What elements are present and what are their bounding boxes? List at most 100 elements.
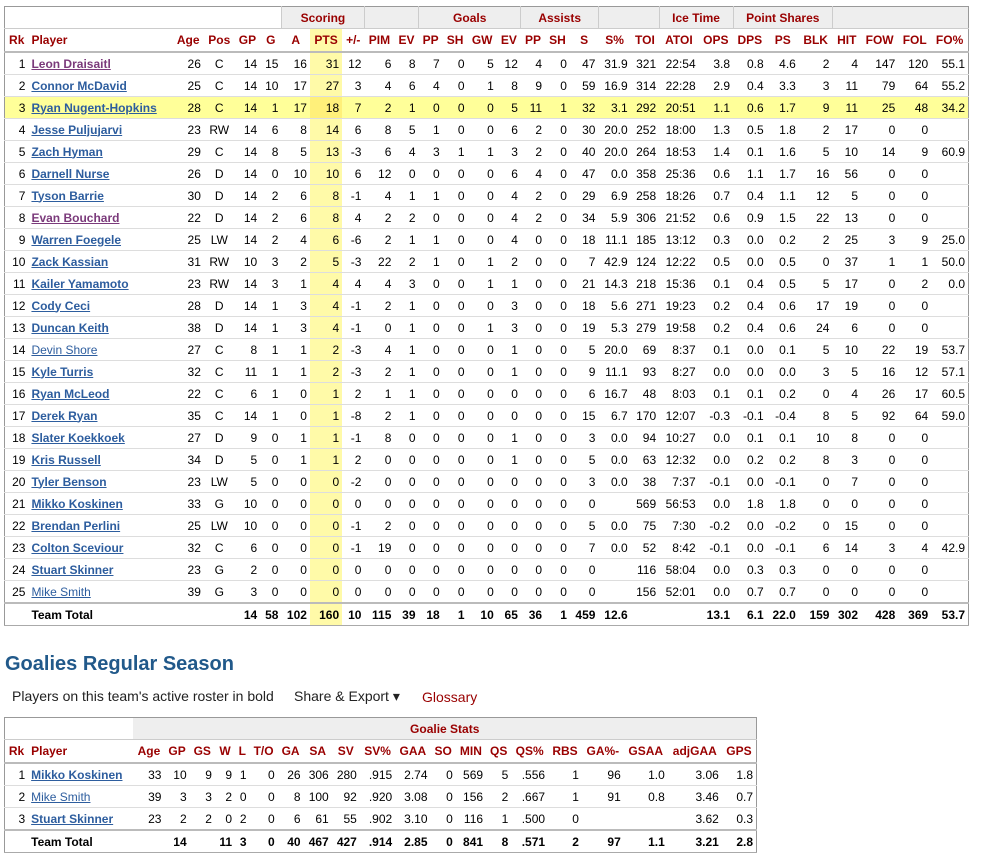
player-link[interactable]: Warren Foegele (31, 232, 122, 247)
column-header[interactable]: G (260, 28, 282, 53)
player-link[interactable]: Stuart Skinner (31, 811, 114, 826)
column-header[interactable]: adjGAA (667, 739, 722, 764)
player-link[interactable]: Derek Ryan (31, 408, 98, 423)
player-link[interactable]: Darnell Nurse (31, 166, 110, 181)
stat-cell: 12 (342, 52, 365, 75)
stat-cell: 0 (442, 580, 468, 604)
column-header[interactable]: FO% (931, 28, 969, 53)
column-header[interactable]: FOW (861, 28, 899, 53)
column-header[interactable]: Player (28, 28, 173, 53)
player-link[interactable]: Tyson Barrie (31, 188, 104, 203)
player-link[interactable]: Kyle Turris (31, 364, 94, 379)
stat-cell: .902 (359, 807, 396, 831)
column-header[interactable]: PS (766, 28, 799, 53)
column-header[interactable]: GPS (721, 739, 757, 764)
player-link[interactable]: Stuart Skinner (31, 562, 114, 577)
column-header[interactable]: GS (189, 739, 215, 764)
column-header[interactable]: GW (467, 28, 497, 53)
column-header[interactable]: SA (303, 739, 332, 764)
total-cell: 22.0 (766, 602, 799, 626)
player-link[interactable]: Zach Hyman (31, 144, 103, 159)
player-link[interactable]: Ryan Nugent-Hopkins (31, 100, 157, 115)
column-header[interactable]: GP (234, 28, 261, 53)
stat-cell: 0.4 (733, 294, 767, 317)
column-header[interactable]: PIM (364, 28, 395, 53)
column-header[interactable]: PP (520, 28, 546, 53)
stat-cell: 0 (569, 580, 599, 604)
player-link[interactable]: Connor McDavid (31, 78, 127, 93)
column-header[interactable]: S (569, 28, 599, 53)
column-header[interactable]: T/O (249, 739, 278, 764)
column-header[interactable]: +/- (342, 28, 365, 53)
stat-cell: 0 (861, 492, 899, 515)
column-header[interactable]: S% (598, 28, 631, 53)
stat-cell: 0 (545, 448, 570, 471)
player-link[interactable]: Jesse Puljujarvi (31, 122, 123, 137)
column-header[interactable]: A (281, 28, 310, 53)
column-header[interactable]: TOI (630, 28, 660, 53)
player-link[interactable]: Kris Russell (31, 452, 101, 467)
player-link[interactable]: Mike Smith (31, 584, 91, 599)
player-link[interactable]: Duncan Keith (31, 320, 109, 335)
column-header[interactable]: BLK (798, 28, 833, 53)
column-header[interactable]: GP (164, 739, 190, 764)
player-link[interactable]: Brendan Perlini (31, 518, 121, 533)
column-header[interactable]: EV (496, 28, 521, 53)
share-export-menu[interactable]: Share & Export ▾ (294, 688, 400, 704)
column-header[interactable]: SV (331, 739, 360, 764)
column-header[interactable]: EV (394, 28, 419, 53)
column-header[interactable]: L (235, 739, 250, 764)
column-header[interactable]: Pos (203, 28, 235, 53)
stat-cell: 5 (569, 338, 599, 361)
column-header[interactable]: Player (28, 739, 134, 764)
stat-cell: 0 (898, 294, 932, 317)
stat-cell (598, 558, 631, 581)
column-header[interactable]: QS (486, 739, 512, 764)
player-link[interactable]: Mikko Koskinen (31, 767, 123, 782)
player-link[interactable]: Kailer Yamamoto (31, 276, 129, 291)
column-header[interactable]: Age (133, 739, 165, 764)
column-header[interactable]: PP (418, 28, 443, 53)
column-header[interactable]: SH (442, 28, 468, 53)
player-link[interactable]: Ryan McLeod (31, 386, 110, 401)
column-header[interactable]: PTS (309, 28, 343, 53)
column-header[interactable]: Age (172, 28, 204, 53)
column-header[interactable]: RBS (548, 739, 582, 764)
stat-cell: 6 (281, 184, 310, 207)
player-link[interactable]: Slater Koekkoek (31, 430, 125, 445)
player-link[interactable]: Cody Ceci (31, 298, 91, 313)
player-link[interactable]: Zack Kassian (31, 254, 109, 269)
stat-cell: 60.9 (931, 140, 969, 163)
player-link[interactable]: Tyler Benson (31, 474, 107, 489)
column-header[interactable]: QS% (511, 739, 549, 764)
glossary-link[interactable]: Glossary (422, 689, 478, 705)
column-header[interactable]: HIT (832, 28, 861, 53)
column-header[interactable]: ATOI (659, 28, 699, 53)
column-header[interactable]: Rk (4, 739, 29, 764)
player-link[interactable]: Devin Shore (31, 342, 98, 357)
column-header[interactable]: SH (545, 28, 570, 53)
stat-cell: 3 (496, 140, 521, 163)
stat-cell: 0 (496, 580, 521, 604)
column-header[interactable]: GSAA (623, 739, 668, 764)
player-link[interactable]: Mikko Koskinen (31, 496, 123, 511)
stat-cell: D (203, 184, 235, 207)
column-header[interactable]: Rk (4, 28, 29, 53)
player-link[interactable]: Mike Smith (31, 789, 91, 804)
column-header[interactable]: GA (277, 739, 304, 764)
column-header[interactable]: SV% (359, 739, 396, 764)
player-link[interactable]: Evan Bouchard (31, 210, 120, 225)
column-header[interactable]: GA%- (581, 739, 624, 764)
stat-cell: 0 (898, 426, 932, 449)
column-header[interactable]: OPS (698, 28, 734, 53)
stat-cell: 2 (309, 338, 343, 361)
column-header[interactable]: W (214, 739, 236, 764)
column-header[interactable]: SO (430, 739, 456, 764)
column-header[interactable]: MIN (455, 739, 487, 764)
column-header[interactable]: DPS (733, 28, 767, 53)
column-header[interactable]: GAA (395, 739, 431, 764)
stat-cell: .920 (359, 785, 396, 808)
player-link[interactable]: Colton Sceviour (31, 540, 124, 555)
player-link[interactable]: Leon Draisaitl (31, 56, 111, 71)
column-header[interactable]: FOL (898, 28, 932, 53)
